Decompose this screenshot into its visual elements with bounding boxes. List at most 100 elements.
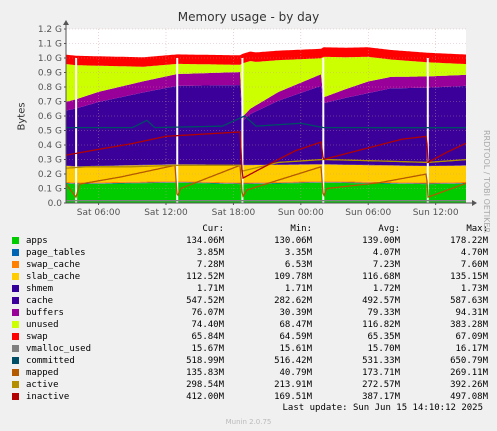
x-tick-label: Sat 18:00 bbox=[212, 208, 256, 218]
legend-name: shmem bbox=[26, 284, 54, 294]
legend-swatch bbox=[12, 321, 19, 328]
legend-name: unused bbox=[26, 320, 59, 330]
legend-max: 650.79M bbox=[450, 356, 488, 366]
legend-swatch bbox=[12, 297, 19, 304]
legend-max: 392.26M bbox=[450, 380, 488, 390]
legend-cur: 547.52M bbox=[186, 296, 224, 306]
legend-row-mapped: mapped 135.83M 40.79M 173.71M 269.11M bbox=[12, 367, 488, 379]
legend-row-active: active 298.54M 213.91M 272.57M 392.26M bbox=[12, 379, 488, 391]
legend-name: vmalloc_used bbox=[26, 344, 92, 354]
legend-max: 94.31M bbox=[455, 308, 488, 318]
legend-avg: 492.57M bbox=[362, 296, 400, 306]
legend-cur: 74.40M bbox=[191, 320, 224, 330]
legend-swatch bbox=[12, 381, 19, 388]
line-mapped bbox=[65, 164, 467, 199]
y-tick-label: 0.3 G bbox=[38, 156, 62, 166]
legend-cur: 76.07M bbox=[191, 308, 224, 318]
legend-min: 64.59M bbox=[279, 332, 312, 342]
legend-swatch bbox=[12, 285, 19, 292]
x-tick-label: Sun 00:00 bbox=[278, 208, 324, 218]
y-tick-label: 0.6 G bbox=[38, 112, 62, 122]
legend-row-swap-cache: swap_cache 7.28M 6.53M 7.23M 7.60M bbox=[12, 259, 488, 271]
area-buffers bbox=[66, 72, 466, 121]
legend-swatch bbox=[12, 333, 19, 340]
y-tick-label: 0.8 G bbox=[38, 83, 62, 93]
chart-plot: 0.0 0.1 G 0.2 G 0.3 G 0.4 G 0.5 G 0.6 G 0.7 G 0.… bbox=[38, 20, 477, 218]
legend-min: 516.42M bbox=[274, 356, 312, 366]
legend-min: 6.53M bbox=[284, 260, 312, 270]
x-tick-label: Sun 12:00 bbox=[413, 208, 459, 218]
legend-name: slab_cache bbox=[26, 272, 81, 282]
y-tick-label: 0.1 G bbox=[38, 185, 62, 195]
legend-name: active bbox=[26, 380, 59, 390]
legend-row-page-tables: page_tables 3.85M 3.35M 4.07M 4.70M bbox=[12, 247, 488, 259]
legend-swatch bbox=[12, 393, 19, 400]
legend-cur: 134.06M bbox=[186, 236, 224, 246]
legend-max: 4.70M bbox=[460, 248, 488, 258]
legend-min: 40.79M bbox=[279, 368, 312, 378]
legend-avg: 139.00M bbox=[362, 236, 400, 246]
legend-min: 130.06M bbox=[274, 236, 312, 246]
legend-cur: 412.00M bbox=[186, 392, 224, 402]
legend-min: 1.71M bbox=[284, 284, 312, 294]
legend-name: apps bbox=[26, 236, 48, 246]
legend-name: page_tables bbox=[26, 248, 86, 258]
y-tick-label: 1.0 G bbox=[38, 54, 62, 64]
legend-cur: 112.52M bbox=[186, 272, 224, 282]
legend-row-unused: unused 74.40M 68.47M 116.82M 383.28M bbox=[12, 319, 488, 331]
y-axis-arrow bbox=[63, 20, 69, 25]
legend-avg: 272.57M bbox=[362, 380, 400, 390]
legend-name: inactive bbox=[26, 392, 70, 402]
legend-header-cur: Cur: bbox=[202, 224, 224, 234]
legend-avg: 1.72M bbox=[372, 284, 400, 294]
legend-min: 30.39M bbox=[279, 308, 312, 318]
legend-max: 269.11M bbox=[450, 368, 488, 378]
legend-row-shmem: shmem 1.71M 1.71M 1.72M 1.73M bbox=[12, 283, 488, 295]
x-tick-label: Sat 12:00 bbox=[144, 208, 188, 218]
legend-header-min: Min: bbox=[290, 224, 312, 234]
legend-max: 587.63M bbox=[450, 296, 488, 306]
legend-max: 383.28M bbox=[450, 320, 488, 330]
legend-avg: 7.23M bbox=[372, 260, 400, 270]
legend-cur: 7.28M bbox=[196, 260, 224, 270]
last-update: Last update: Sun Jun 15 14:10:12 2025 bbox=[282, 403, 483, 413]
chart-title: Memory usage - by day bbox=[177, 10, 320, 24]
legend-max: 497.08M bbox=[450, 392, 488, 402]
legend-name: committed bbox=[26, 356, 75, 366]
y-tick-label: 0.9 G bbox=[38, 69, 62, 79]
legend-swatch bbox=[12, 261, 19, 268]
legend-min: 15.61M bbox=[279, 344, 312, 354]
legend-name: cache bbox=[26, 296, 54, 306]
legend-swatch bbox=[12, 237, 19, 244]
legend-avg: 387.17M bbox=[362, 392, 400, 402]
legend-avg: 173.71M bbox=[362, 368, 400, 378]
area-slab-cache bbox=[66, 164, 466, 183]
y-tick-label: 0.5 G bbox=[38, 127, 62, 137]
x-tick-label: Sat 06:00 bbox=[77, 208, 121, 218]
legend-cur: 518.99M bbox=[186, 356, 224, 366]
legend-row-vmalloc-used: vmalloc_used 15.67M 15.61M 15.70M 16.17M bbox=[12, 343, 488, 355]
legend-avg: 15.70M bbox=[367, 344, 400, 354]
y-tick-label: 0.2 G bbox=[38, 170, 62, 180]
legend-min: 169.51M bbox=[274, 392, 312, 402]
legend-max: 16.17M bbox=[455, 344, 488, 354]
legend-avg: 4.07M bbox=[372, 248, 400, 258]
area-swap-cache bbox=[66, 181, 466, 184]
area-shmem bbox=[66, 164, 466, 167]
legend-cur: 135.83M bbox=[186, 368, 224, 378]
munin-version: Munin 2.0.75 bbox=[225, 418, 272, 426]
x-tick-label: Sun 06:00 bbox=[345, 208, 391, 218]
legend-row-slab-cache: slab_cache 112.52M 109.78M 116.68M 135.15M bbox=[12, 271, 488, 283]
legend-header-avg: Avg: bbox=[378, 224, 400, 234]
legend-min: 3.35M bbox=[284, 248, 312, 258]
y-tick-label: 0.7 G bbox=[38, 98, 62, 108]
legend-avg: 116.68M bbox=[362, 272, 400, 282]
legend-row-cache: cache 547.52M 282.62M 492.57M 587.63M bbox=[12, 295, 488, 307]
legend-row-committed: committed 518.99M 516.42M 531.33M 650.79M bbox=[12, 355, 488, 367]
legend-max: 7.60M bbox=[460, 260, 488, 270]
x-axis-arrow bbox=[472, 200, 477, 206]
y-tick-label: 1.1 G bbox=[38, 40, 62, 50]
legend-header-row: Cur: Min: Avg: Max: bbox=[12, 223, 488, 235]
legend-min: 282.62M bbox=[274, 296, 312, 306]
